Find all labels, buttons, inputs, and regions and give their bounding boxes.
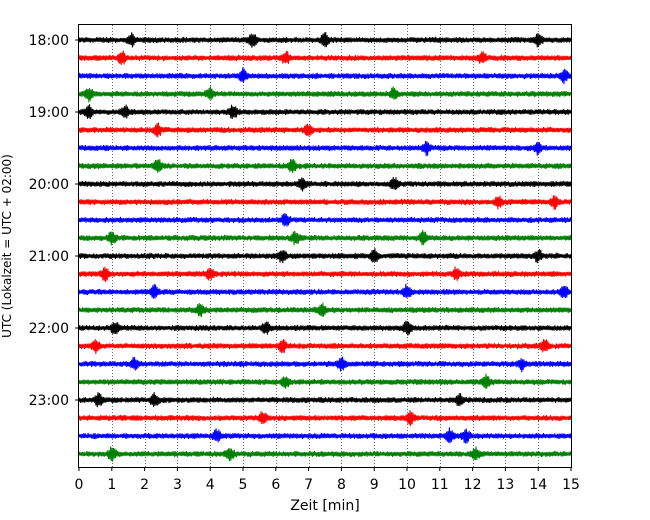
- trace-2100: [78, 248, 572, 264]
- y-axis-label: UTC (Lokalzeit = UTC + 02:00): [0, 154, 14, 338]
- x-tick-label: 3: [173, 477, 182, 493]
- trace-2115: [78, 266, 572, 283]
- plot-frame: [78, 24, 572, 468]
- trace-2200: [78, 320, 572, 336]
- x-tick-label: 11: [431, 477, 449, 493]
- trace-1845: [78, 86, 572, 103]
- x-tick-label: 14: [529, 477, 547, 493]
- x-tick-label: 1: [107, 477, 116, 493]
- trace-group: [78, 31, 572, 462]
- trace-2230: [78, 356, 572, 373]
- y-tick-label: 19:00: [29, 105, 69, 121]
- trace-1800: [78, 31, 572, 48]
- x-axis-ticks: 0 1 2 3 4 5 6 7 8 9 10 11 12 13 14 15: [75, 467, 580, 493]
- trace-2045: [78, 229, 572, 246]
- y-tick-label: 21:00: [29, 249, 69, 265]
- y-axis-ticks: 18:00 19:00 20:00 21:00 22:00 23:00: [29, 33, 79, 409]
- trace-1930: [78, 140, 572, 157]
- x-tick-label: 13: [496, 477, 514, 493]
- x-axis-label: Zeit [min]: [290, 498, 359, 514]
- x-tick-label: 4: [206, 477, 215, 493]
- trace-2300: [78, 391, 572, 408]
- trace-2345: [78, 446, 572, 462]
- x-tick-label: 8: [337, 477, 346, 493]
- trace-2000: [78, 176, 572, 192]
- trace-1915: [78, 122, 572, 138]
- trace-1900: [78, 104, 572, 120]
- x-tick-label: 12: [464, 477, 482, 493]
- y-tick-label: 22:00: [29, 321, 69, 337]
- trace-2015: [78, 195, 572, 211]
- x-tick-label: 2: [140, 477, 149, 493]
- x-tick-label: 9: [370, 477, 379, 493]
- trace-1815: [78, 50, 572, 66]
- x-tick-label: 6: [271, 477, 280, 493]
- y-tick-label: 23:00: [29, 393, 69, 409]
- trace-2315: [78, 410, 572, 427]
- x-tick-label: 10: [398, 477, 416, 493]
- trace-1830: [78, 67, 572, 85]
- trace-2130: [78, 283, 572, 299]
- x-tick-label: 7: [304, 477, 313, 493]
- trace-1945: [78, 158, 572, 174]
- x-tick-label: 15: [562, 477, 580, 493]
- x-tick-label: 0: [75, 477, 84, 493]
- x-tick-label: 5: [239, 477, 248, 493]
- trace-2330: [78, 427, 572, 444]
- trace-2030: [78, 212, 572, 227]
- y-tick-label: 18:00: [29, 33, 69, 49]
- trace-2245: [78, 373, 572, 389]
- y-tick-label: 20:00: [29, 177, 69, 193]
- trace-2145: [78, 302, 572, 318]
- trace-2215: [78, 338, 572, 355]
